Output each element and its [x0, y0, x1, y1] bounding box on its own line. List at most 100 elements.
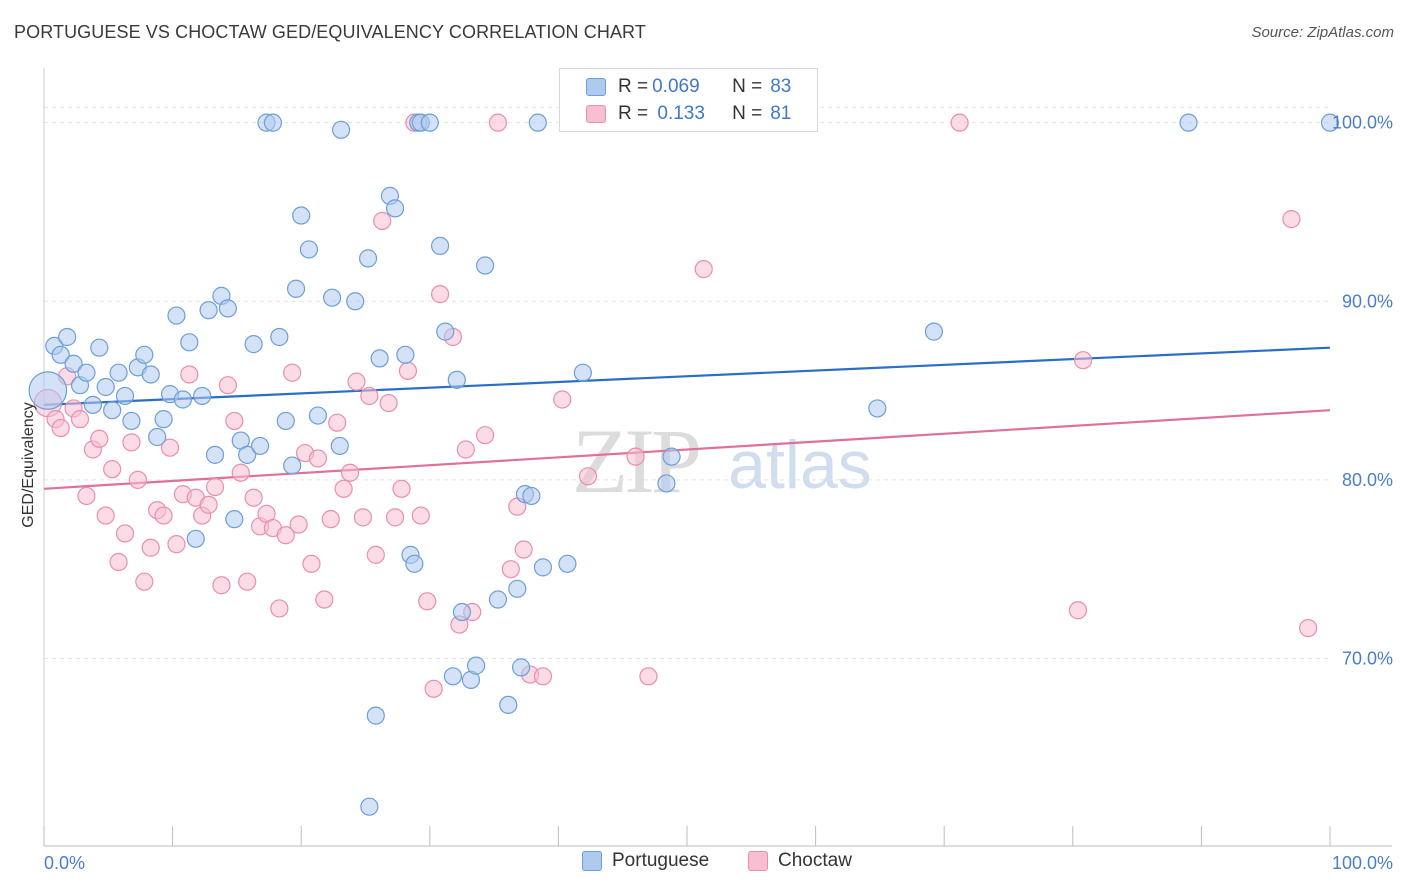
choctaw-point	[501, 560, 520, 579]
legend-label-choctaw: Choctaw	[778, 850, 852, 871]
portuguese-point	[657, 474, 676, 493]
choctaw-point	[411, 506, 430, 525]
legend-swatch-portuguese	[586, 78, 606, 96]
portuguese-point	[283, 456, 302, 475]
choctaw-point	[167, 535, 186, 554]
portuguese-point	[533, 558, 553, 577]
portuguese-point	[420, 113, 439, 132]
choctaw-point	[115, 524, 135, 543]
portuguese-point	[370, 349, 389, 368]
y-tick-label: 80.0%	[1342, 470, 1393, 490]
choctaw-point	[77, 486, 96, 506]
portuguese-point	[360, 797, 379, 816]
choctaw-point	[109, 552, 128, 572]
y-tick-label: 90.0%	[1342, 291, 1393, 311]
choctaw-point	[340, 463, 360, 482]
portuguese-point	[167, 306, 186, 325]
portuguese-point	[193, 386, 212, 406]
portuguese-point	[244, 335, 263, 354]
x-tick-label: 0.0%	[44, 853, 85, 873]
portuguese-point	[199, 301, 218, 320]
choctaw-point	[141, 538, 160, 557]
choctaw-point	[379, 393, 398, 413]
chart-title: PORTUGUESE VS CHOCTAW GED/EQUIVALENCY CO…	[14, 22, 646, 42]
source-label: Source: ZipAtlas.com	[1251, 24, 1394, 41]
portuguese-point	[1320, 113, 1340, 132]
choctaw-point	[128, 470, 147, 489]
legend-r-value: 0.133	[652, 103, 705, 124]
y-tick-label: 70.0%	[1342, 648, 1393, 668]
portuguese-point	[443, 667, 463, 686]
choctaw-point	[51, 418, 70, 438]
axes	[43, 68, 1392, 847]
choctaw-point	[553, 390, 572, 409]
portuguese-point	[154, 410, 173, 429]
choctaw-point	[373, 211, 392, 230]
portuguese-point	[528, 113, 547, 132]
choctaw-point	[218, 376, 237, 395]
portuguese-point	[475, 256, 495, 275]
portuguese-point	[64, 354, 83, 373]
portuguese-point	[662, 447, 681, 466]
portuguese-point	[508, 579, 527, 598]
portuguese-point	[868, 399, 887, 418]
choctaw-point	[514, 540, 533, 559]
legend-r-key: R =	[618, 76, 649, 97]
legend-item-portuguese: Portuguese	[582, 850, 709, 872]
legend-row-choctaw: R = 0.133 N = 81	[560, 101, 791, 127]
choctaw-point	[475, 426, 495, 445]
watermark: ZIP atlas	[572, 410, 872, 512]
portuguese-point	[115, 386, 135, 406]
portuguese-point	[173, 390, 192, 409]
portuguese-point	[270, 327, 289, 347]
portuguese-point	[238, 445, 257, 464]
choctaw-point	[70, 410, 90, 429]
legend-r-key: R =	[618, 103, 649, 124]
legend-row-portuguese: R = 0.069 N = 83	[560, 74, 791, 100]
choctaw-point	[122, 433, 141, 452]
portuguese-point	[96, 377, 115, 397]
choctaw-point	[533, 667, 553, 686]
choctaw-point	[180, 365, 199, 384]
legend-r-value: 0.069	[652, 76, 700, 97]
choctaw-point	[328, 413, 347, 432]
portuguese-point	[135, 345, 154, 364]
choctaw-point	[1282, 209, 1301, 229]
choctaw-point	[276, 526, 295, 545]
portuguese-point	[186, 529, 205, 548]
choctaw-point	[488, 113, 508, 132]
portuguese-point	[405, 554, 424, 573]
portuguese-point	[1179, 113, 1198, 132]
portuguese-point	[51, 345, 70, 364]
choctaw-point	[308, 449, 328, 468]
legend-n-key: N =	[732, 76, 763, 97]
portuguese-point	[358, 249, 378, 268]
x-tick-label: 100.0%	[1332, 853, 1393, 873]
legend-swatch-choctaw	[586, 105, 606, 123]
choctaw-point	[456, 440, 475, 459]
choctaw-point	[578, 467, 598, 486]
choctaw-point	[315, 590, 334, 609]
watermark-atlas: atlas	[728, 427, 872, 503]
portuguese-point	[924, 322, 944, 341]
portuguese-point	[90, 338, 109, 357]
choctaw-point	[244, 488, 263, 507]
portuguese-point	[522, 486, 541, 506]
portuguese-point	[180, 333, 199, 352]
choctaw-point	[1299, 619, 1318, 638]
portuguese-point	[148, 427, 167, 447]
choctaw-point	[353, 508, 373, 527]
choctaw-point	[1068, 601, 1088, 620]
portuguese-point	[299, 240, 319, 259]
y-tick-labels: 70.0% 80.0% 90.0% 100.0%	[1332, 113, 1393, 669]
portuguese-point	[109, 363, 128, 382]
y-tick-label: 100.0%	[1332, 113, 1393, 133]
portuguese-point	[436, 322, 455, 341]
portuguese-trend-line	[43, 346, 1331, 406]
choctaw-point	[231, 463, 250, 482]
choctaw-point	[626, 447, 645, 466]
portuguese-point	[286, 279, 306, 298]
portuguese-point	[330, 436, 349, 456]
portuguese-point	[331, 120, 351, 139]
